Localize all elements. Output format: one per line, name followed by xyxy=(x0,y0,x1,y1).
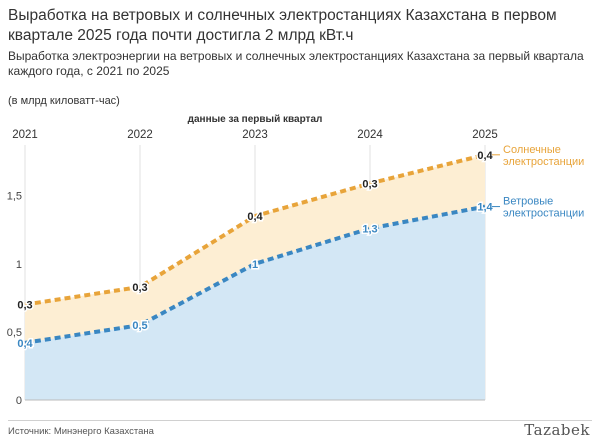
data-label-solar-2021: 0,3 xyxy=(17,300,32,312)
x-tick-label-2022: 2022 xyxy=(127,129,153,141)
chart-subtitle: Выработка электроэнергии на ветровых и с… xyxy=(8,49,584,78)
source-note: Источник: Минэнерго Казахстана xyxy=(8,426,154,437)
y-tick-label: 1 xyxy=(16,259,22,271)
areas xyxy=(25,154,485,400)
data-label-solar-2024: 0,3 xyxy=(362,178,377,190)
solar-area xyxy=(25,154,485,343)
x-tick-label-2021: 2021 xyxy=(12,129,38,141)
wind-area xyxy=(25,206,485,400)
data-label-wind-2025: 1,4 xyxy=(477,202,493,214)
x-tick-label-2024: 2024 xyxy=(357,129,383,141)
x-note: данные за первый квартал xyxy=(188,114,323,125)
data-label-solar-2025: 0,4 xyxy=(477,150,493,162)
x-tick-label-2023: 2023 xyxy=(242,129,268,141)
data-label-solar-2022: 0,3 xyxy=(132,282,147,294)
footer-divider xyxy=(8,420,592,421)
data-label-wind-2021: 0,4 xyxy=(17,338,33,350)
lines xyxy=(24,152,486,345)
legend-solar: Солнечные электростанции xyxy=(503,144,584,168)
labels: 0,4 0,5 1 1,3 1,4 0,3 0,3 0,4 0,3 0,4 Солнечные эле… xyxy=(16,144,584,351)
data-label-wind-2024: 1,3 xyxy=(362,223,377,235)
data-label-wind-2023: 1 xyxy=(252,259,258,271)
data-label-solar-2023: 0,4 xyxy=(247,211,263,223)
legend-wind: Ветровые электростанции xyxy=(503,196,584,220)
data-label-wind-2022: 0,5 xyxy=(132,320,147,332)
brand-logo: Tazabek xyxy=(524,421,590,439)
axes: 2021 2022 2023 2024 2025 0 0,5 1 1,5 xyxy=(7,129,498,407)
chart-title: Выработка на ветровых и солнечных электр… xyxy=(8,7,557,44)
y-tick-label: 0 xyxy=(16,395,22,407)
x-tick-label-2025: 2025 xyxy=(472,129,498,141)
series-line-solar xyxy=(24,152,486,307)
y-tick-label: 0,5 xyxy=(7,327,22,339)
unit-label: (в млрд киловатт-час) xyxy=(8,95,120,107)
y-tick-label: 1,5 xyxy=(7,191,22,203)
